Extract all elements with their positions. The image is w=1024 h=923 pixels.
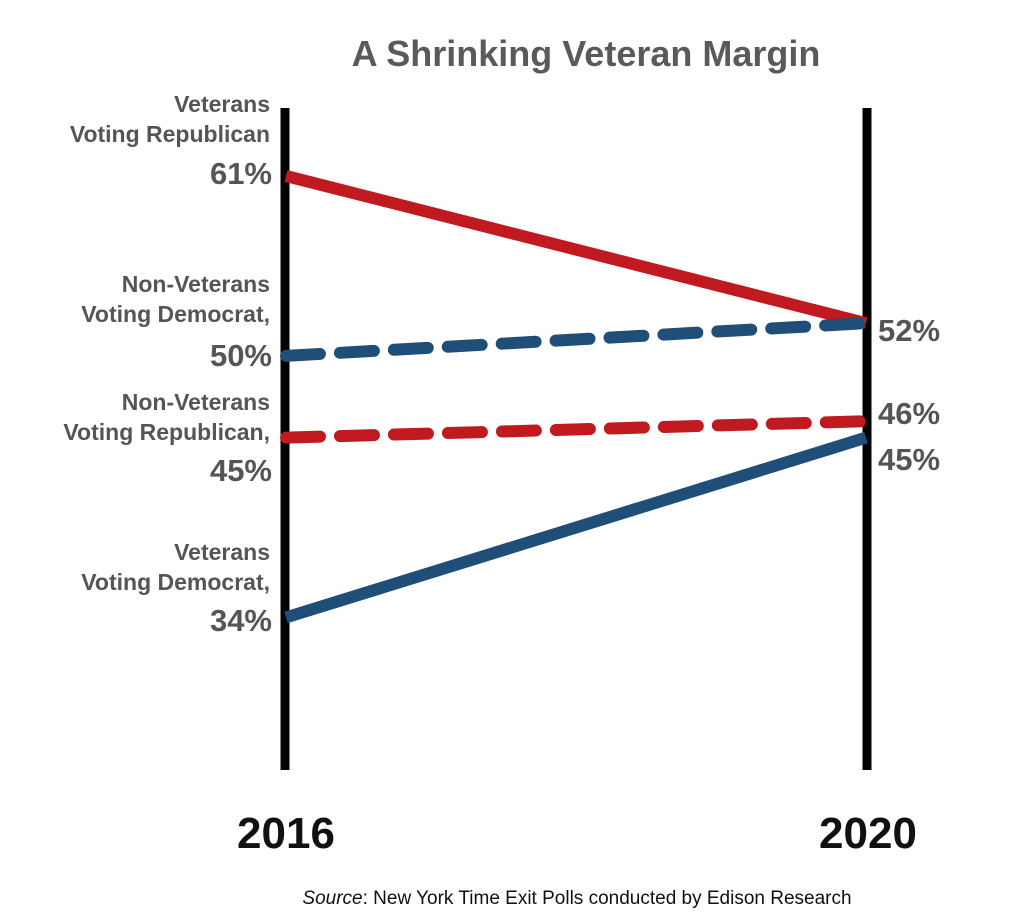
- series-label-nonvet-rep-line-2: Voting Republican,: [63, 419, 270, 445]
- series-label-vet-dem-line-1: Veterans: [174, 539, 270, 565]
- data-label-2020-vet-dem: 45%: [878, 442, 940, 477]
- data-label-2020-nonvet-rep: 46%: [878, 396, 940, 431]
- data-label-2016-nonvet-rep: 45%: [210, 453, 272, 488]
- series-label-nonvet-dem-line-2: Voting Democrat,: [81, 301, 270, 327]
- data-label-2020-nonvet-dem: 52%: [878, 313, 940, 348]
- series-line-nonvet-dem: [280, 317, 872, 362]
- series-label-vet-rep-line-1: Veterans: [174, 91, 270, 117]
- series-label-nonvet-dem-line-1: Non-Veterans: [122, 271, 270, 297]
- source-text: : New York Time Exit Polls conducted by …: [363, 888, 852, 909]
- series-line-vet-dem: [284, 431, 868, 624]
- x-tick-2020: 2020: [819, 809, 917, 858]
- series-line-nonvet-rep: [280, 415, 872, 444]
- x-tick-2016: 2016: [237, 809, 335, 858]
- series-lines: [280, 170, 872, 624]
- data-label-2016-vet-rep: 61%: [210, 156, 272, 191]
- source-note: Source: New York Time Exit Polls conduct…: [302, 888, 851, 909]
- source-label: Source: [302, 888, 362, 909]
- series-label-vet-rep-line-2: Voting Republican: [70, 121, 270, 147]
- data-label-2016-nonvet-dem: 50%: [210, 338, 272, 373]
- series-label-nonvet-rep-line-1: Non-Veterans: [122, 389, 270, 415]
- series-line-vet-rep: [284, 170, 868, 329]
- series-label-vet-dem-line-2: Voting Democrat,: [81, 569, 270, 595]
- chart-title: A Shrinking Veteran Margin: [352, 33, 821, 74]
- series-labels: Veterans Voting Republican 61% Non-Veterans…: [63, 91, 940, 638]
- data-label-2016-vet-dem: 34%: [210, 603, 272, 638]
